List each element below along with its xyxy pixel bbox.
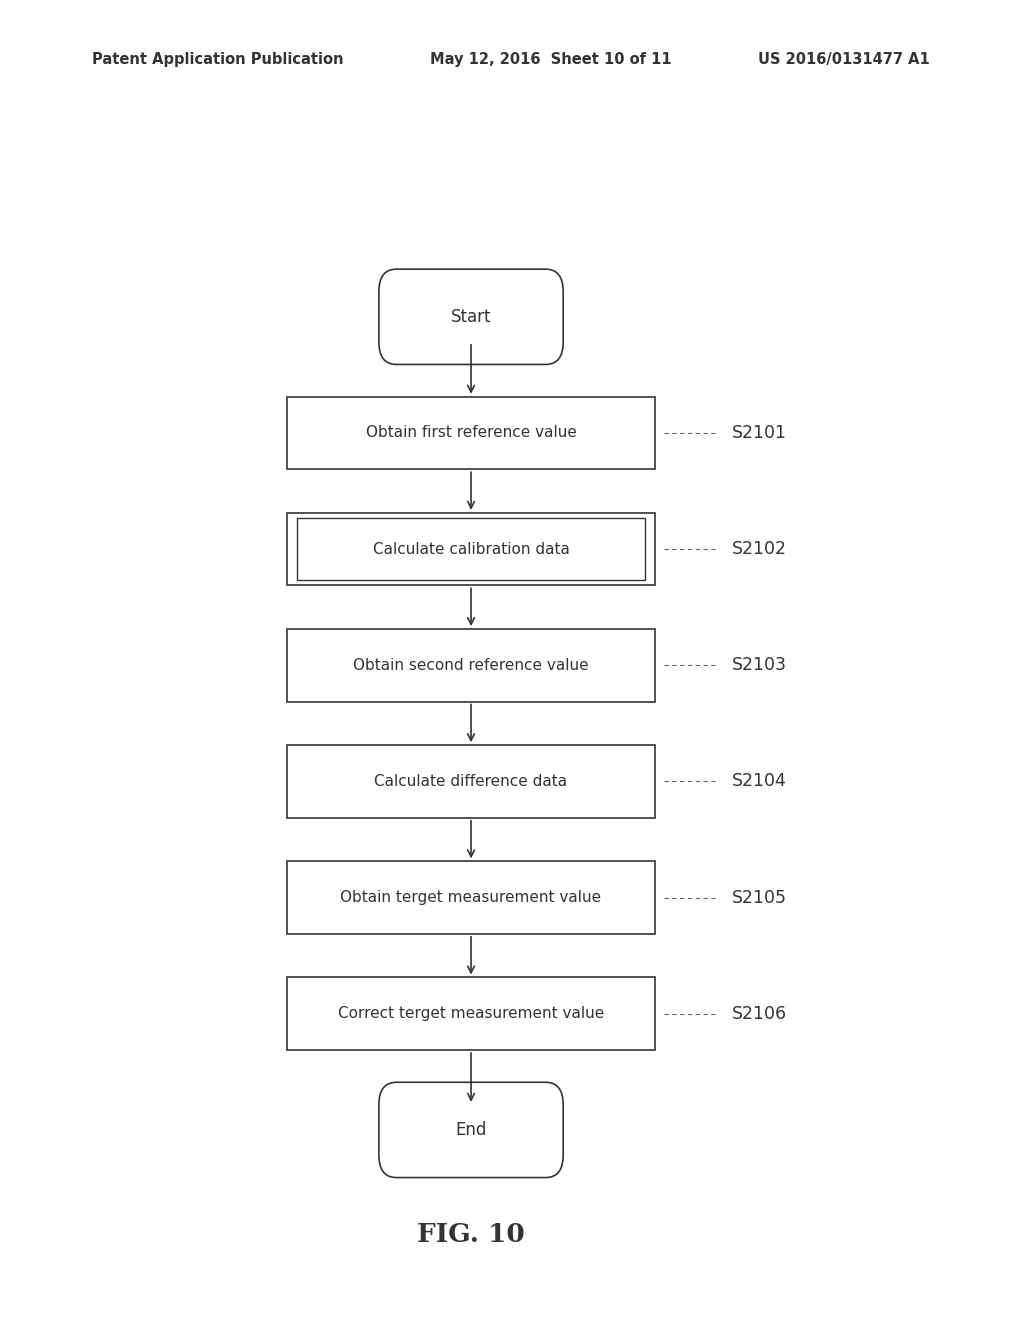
Text: US 2016/0131477 A1: US 2016/0131477 A1 — [758, 51, 930, 67]
Text: Obtain first reference value: Obtain first reference value — [366, 425, 577, 441]
Bar — [287, 744, 655, 817]
Text: May 12, 2016  Sheet 10 of 11: May 12, 2016 Sheet 10 of 11 — [430, 51, 672, 67]
Text: Obtain terget measurement value: Obtain terget measurement value — [340, 890, 602, 906]
Text: Correct terget measurement value: Correct terget measurement value — [338, 1006, 604, 1022]
Text: S2103: S2103 — [732, 656, 787, 675]
Text: S2104: S2104 — [732, 772, 787, 791]
Text: Calculate calibration data: Calculate calibration data — [373, 541, 569, 557]
Bar — [287, 396, 655, 469]
Text: Calculate difference data: Calculate difference data — [375, 774, 567, 789]
Text: S2106: S2106 — [732, 1005, 787, 1023]
Text: End: End — [456, 1121, 486, 1139]
Text: Patent Application Publication: Patent Application Publication — [92, 51, 344, 67]
Bar — [297, 517, 645, 579]
Bar — [287, 861, 655, 935]
Text: Start: Start — [451, 308, 492, 326]
Text: S2102: S2102 — [732, 540, 787, 558]
Text: Obtain second reference value: Obtain second reference value — [353, 657, 589, 673]
Text: S2101: S2101 — [732, 424, 787, 442]
Text: FIG. 10: FIG. 10 — [417, 1222, 525, 1247]
Bar — [287, 512, 655, 585]
FancyBboxPatch shape — [379, 1082, 563, 1177]
Bar — [287, 977, 655, 1051]
Text: S2105: S2105 — [732, 888, 787, 907]
Bar — [287, 630, 655, 702]
FancyBboxPatch shape — [379, 269, 563, 364]
